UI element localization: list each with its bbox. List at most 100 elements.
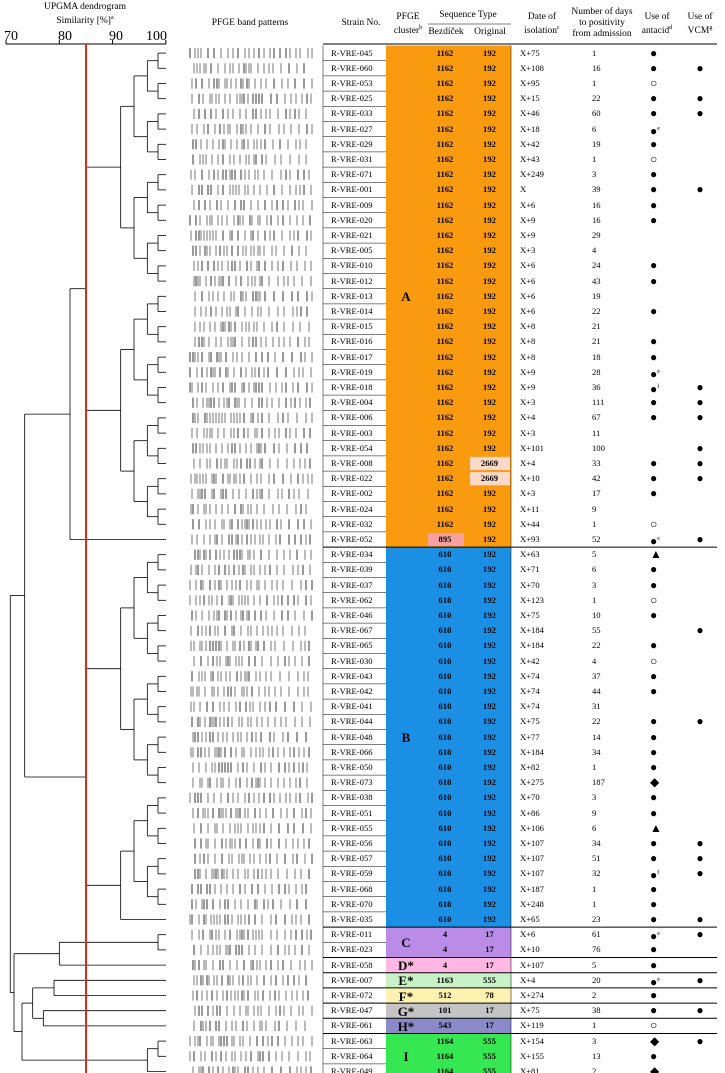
strain-no: R-VRE-065 [331,638,391,653]
days-to-positivity-value: 29 [592,229,601,240]
strain-no: R-VRE-027 [331,122,391,137]
date-of-isolation-value: X [520,184,527,195]
st-bezdicek: 610 [425,882,465,897]
days-to-positivity: 76 [592,942,622,957]
st-original-value: 192 [483,777,496,788]
antacid-use-marker-value: ● [650,683,658,698]
date-of-isolation: X+42 [520,654,582,669]
st-original: 192 [468,441,511,456]
date-of-isolation: X+154 [520,1034,582,1049]
days-to-positivity: 3 [592,790,622,805]
antacid-use-marker-value: ○ [650,75,658,90]
st-original-value: 192 [483,716,496,727]
date-of-isolation-value: X+4 [520,974,536,985]
st-bezdicek: 1162 [425,137,465,152]
strain-no: R-VRE-021 [331,228,391,243]
date-of-isolation-value: X+70 [520,579,540,590]
antacid-use-marker-value: ● [650,123,658,138]
date-of-isolation-value: X+8 [520,336,536,347]
vcm-use-marker: ● [690,866,710,881]
days-to-positivity-value: 52 [592,533,601,544]
antacid-header: Use of antacidd [641,12,673,37]
strain-no: R-VRE-024 [331,502,391,517]
antacid-use-marker-value: ● [650,790,658,805]
strain-no: R-VRE-016 [331,334,391,349]
st-bezdicek-value: 101 [438,1005,452,1016]
vcm-use-marker [690,608,710,623]
st-bezdicek-value: 610 [438,913,452,924]
date-of-isolation: X+82 [520,760,582,775]
strain-no: R-VRE-045 [331,46,391,61]
st-original: 192 [468,198,511,213]
date-of-isolation: X+77 [520,730,582,745]
date-of-isolation-value: X+86 [520,807,540,818]
date-of-isolation: X+107 [520,851,582,866]
antacid-use-marker-value: ● [650,349,658,364]
date-of-isolation-value: X+3 [520,397,536,408]
st-original-value: 192 [483,761,496,772]
date-of-isolation: X+11 [520,502,582,517]
strain-no-value: R-VRE-016 [331,336,373,347]
date-of-isolation-value: X+106 [520,822,544,833]
st-original-value: 555 [483,1050,496,1061]
strain-no-value: R-VRE-047 [331,1005,373,1016]
date-of-isolation: X+107 [520,836,582,851]
st-bezdicek-value: 1164 [436,1065,454,1073]
days-to-positivity: 3 [592,1034,622,1049]
date-of-isolation: X+43 [520,152,582,167]
vcm-use-marker [690,426,710,441]
vcm-use-marker [690,654,710,669]
days-to-positivity-value: 1 [592,47,597,58]
strain-no-value: R-VRE-013 [331,290,373,301]
st-original-value: 192 [483,746,496,757]
strain-no: R-VRE-010 [331,258,391,273]
date-of-isolation: X+106 [520,821,582,836]
st-original-value: 192 [483,412,496,423]
days-to-positivity-value: 4 [592,245,597,256]
strain-no: R-VRE-046 [331,608,391,623]
antacid-use-marker: ● [650,304,670,319]
st-original: 192 [468,486,511,501]
st-original: 192 [468,669,511,684]
antacid-use-marker: ● [650,745,670,760]
date-of-isolation-value: X+9 [520,381,536,392]
date-of-isolation-value: X+11 [520,503,540,514]
days-to-positivity: 100 [592,441,622,456]
days-to-positivity-value: 3 [592,579,597,590]
strain-no: R-VRE-057 [331,851,391,866]
date-of-isolation-value: X+43 [520,153,540,164]
strain-no-value: R-VRE-005 [331,245,373,256]
strain-no-value: R-VRE-029 [331,138,373,149]
antacid-use-marker: ● [650,213,670,228]
st-original: 192 [468,730,511,745]
antacid-use-marker-value: ◆ [650,1033,660,1048]
vcm-use-marker-value: ● [696,395,704,410]
date-of-isolation: X+248 [520,897,582,912]
date-of-isolation-value: X+10 [520,473,540,484]
date-of-isolation-value: X+107 [520,959,544,970]
days-to-positivity: 9 [592,502,622,517]
st-original-value: 192 [483,305,496,316]
antacid-use-marker: ● [650,578,670,593]
days-to-positivity: 19 [592,137,622,152]
st-bezdicek: 1164 [425,1049,465,1064]
st-bezdicek-value: 1164 [436,1035,454,1046]
date-of-isolation-value: X+82 [520,761,540,772]
days-to-positivity-value: 24 [592,260,601,271]
vcm-use-marker: ● [690,182,710,197]
st-bezdicek-value: 610 [438,670,452,681]
days-to-positivity-value: 6 [592,822,597,833]
date-of-isolation-value: X+184 [520,640,544,651]
days-to-positivity-value: 4 [592,655,597,666]
date-of-isolation: X+9 [520,365,582,380]
date-of-isolation: X+75 [520,714,582,729]
antacid-use-marker: ◆ [650,775,670,790]
strain-no: R-VRE-070 [331,897,391,912]
vcm-use-marker-value: ● [696,60,704,75]
strain-no: R-VRE-058 [331,958,391,973]
date-of-isolation-value: X+101 [520,442,544,453]
st-original-value: 192 [483,108,496,119]
strain-no-value: R-VRE-021 [331,229,373,240]
antacid-use-marker: ● [650,1003,670,1018]
st-original: 192 [468,866,511,881]
